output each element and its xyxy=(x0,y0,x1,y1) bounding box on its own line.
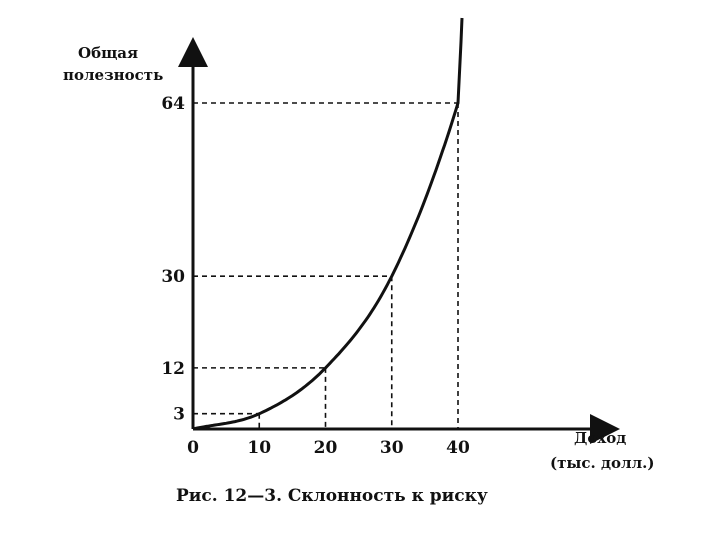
y-tick-label-0: 3 xyxy=(173,405,185,425)
figure-caption: Рис. 12—3. Склонность к риску xyxy=(176,486,488,506)
y-tick-label-2: 30 xyxy=(161,267,185,287)
x-tick-label-3: 30 xyxy=(380,438,404,458)
y-tick-label-1: 12 xyxy=(161,359,185,379)
utility-curve xyxy=(192,17,464,431)
y-axis-label-line1: Общая xyxy=(78,44,138,62)
x-tick-label-4: 40 xyxy=(446,438,470,458)
x-tick-label-0: 0 xyxy=(187,438,199,458)
x-tick-label-1: 10 xyxy=(247,438,271,458)
x-tick-labels: 0 10 20 30 40 xyxy=(187,438,470,458)
y-tick-labels: 3 12 30 64 xyxy=(161,94,185,425)
guide-lines xyxy=(193,102,459,429)
x-tick-label-2: 20 xyxy=(314,438,338,458)
y-axis-label-line2: полезность xyxy=(63,66,163,84)
y-tick-label-3: 64 xyxy=(161,94,185,114)
x-axis-label-line1: Доход xyxy=(574,429,626,447)
x-axis-label-line2: (тыс. долл.) xyxy=(550,454,654,472)
